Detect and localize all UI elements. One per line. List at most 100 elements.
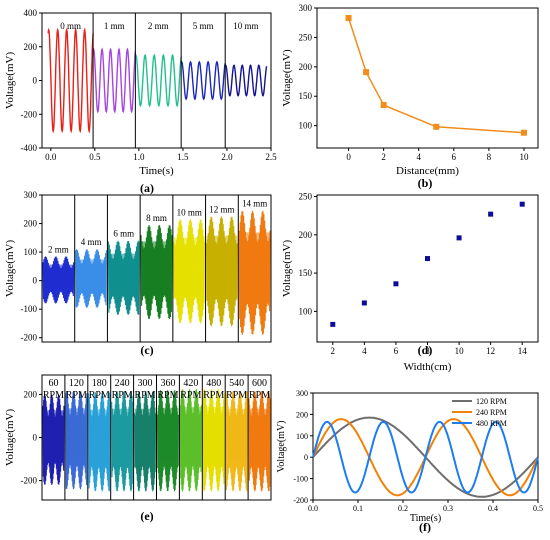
segment-label: 420 bbox=[183, 378, 198, 389]
y-tick-label: 100 bbox=[24, 247, 38, 257]
data-point bbox=[520, 129, 527, 136]
segment-label: 600 bbox=[252, 378, 267, 389]
segment-unit-label: RPM bbox=[89, 390, 110, 401]
series-line bbox=[312, 420, 539, 494]
x-axis-label: Distance(mm) bbox=[396, 165, 459, 177]
x-tick-label: 1.5 bbox=[177, 152, 189, 162]
segment-unit-label: RPM bbox=[203, 390, 224, 401]
segment-label: 240 bbox=[115, 378, 130, 389]
segment-unit-label: RPM bbox=[180, 390, 201, 401]
segment-label: 5 mm bbox=[193, 21, 214, 31]
x-tick-label: 2 bbox=[381, 152, 386, 162]
segment-unit-label: RPM bbox=[226, 390, 247, 401]
y-tick-label: 100 bbox=[296, 432, 308, 441]
burst-fill bbox=[134, 408, 156, 459]
y-axis-label: Voltage(mV) bbox=[4, 409, 16, 467]
y-tick-label: 200 bbox=[299, 62, 313, 72]
segment-unit-label: RPM bbox=[43, 390, 64, 401]
signal-trace bbox=[47, 27, 94, 134]
y-tick-label: 200 bbox=[299, 230, 313, 240]
y-tick-label: 0 bbox=[304, 453, 308, 462]
data-point bbox=[393, 281, 399, 287]
data-point bbox=[363, 69, 370, 76]
y-tick-label: 150 bbox=[299, 268, 313, 278]
panel-caption: (b) bbox=[418, 176, 433, 190]
x-tick-label: 6 bbox=[452, 152, 457, 162]
panel-caption: (e) bbox=[140, 509, 153, 523]
segment-label: 10 mm bbox=[177, 207, 202, 217]
y-tick-label: 0 bbox=[33, 276, 38, 286]
y-tick-label: -200 bbox=[21, 333, 38, 343]
x-tick-label: 2.5 bbox=[265, 152, 277, 162]
segment-label: 1 mm bbox=[104, 21, 125, 31]
y-axis-label: Voltage(mV) bbox=[4, 240, 16, 298]
segment-unit-label: RPM bbox=[134, 390, 155, 401]
panel-caption: (f) bbox=[419, 520, 431, 534]
panel-f: -200 -100 0 100 200 300 Voltage(mV) 0.0 0.1 0.2 0.… bbox=[276, 389, 543, 524]
y-tick-label: -400 bbox=[21, 143, 38, 153]
burst-fill bbox=[249, 408, 270, 459]
x-tick-label: 0.5 bbox=[533, 504, 543, 513]
panel-c: -200 -100 0 100 200 300 Voltage(mV) 2 mm 4 mm 6 m… bbox=[4, 190, 272, 343]
data-point bbox=[519, 201, 525, 207]
burst-fill bbox=[65, 408, 87, 458]
data-point bbox=[330, 321, 336, 327]
y-tick-label: 300 bbox=[299, 3, 313, 13]
data-point bbox=[345, 15, 352, 21]
data-point bbox=[488, 211, 494, 217]
x-tick-label: 0.4 bbox=[488, 504, 498, 513]
y-tick-label: 200 bbox=[24, 389, 38, 399]
x-axis-label: Time(s) bbox=[139, 165, 174, 177]
burst-fill bbox=[226, 408, 248, 459]
y-tick-label: 250 bbox=[299, 32, 313, 42]
signal-trace bbox=[92, 47, 137, 114]
burst-fill bbox=[157, 407, 179, 459]
segment-label: 8 mm bbox=[146, 213, 167, 223]
burst-fill bbox=[180, 406, 202, 459]
segment-label: 120 bbox=[69, 378, 84, 389]
burst-fill bbox=[239, 232, 270, 295]
segment-label: 12 mm bbox=[209, 204, 234, 214]
burst-fill bbox=[43, 264, 74, 289]
signal-trace bbox=[180, 60, 226, 101]
y-tick-label: 300 bbox=[24, 190, 38, 200]
series-line bbox=[347, 17, 525, 134]
x-tick-label: 4 bbox=[362, 346, 367, 356]
segment-unit-label: RPM bbox=[112, 390, 133, 401]
x-tick-label: 10 bbox=[455, 346, 465, 356]
segment-label: 10 mm bbox=[233, 21, 258, 31]
burst-fill bbox=[43, 410, 64, 456]
burst-fill bbox=[75, 259, 107, 289]
x-tick-label: 6 bbox=[394, 346, 399, 356]
y-tick-label: 200 bbox=[296, 410, 308, 419]
x-tick-label: 0.0 bbox=[308, 504, 318, 513]
legend-label: 480 RPM bbox=[476, 419, 507, 428]
x-tick-label: 2.0 bbox=[221, 152, 233, 162]
y-tick-label: 100 bbox=[299, 121, 313, 131]
legend-label: 240 RPM bbox=[476, 408, 507, 417]
segment-label: 2 mm bbox=[148, 21, 169, 31]
x-tick-label: 0.2 bbox=[398, 504, 408, 513]
x-axis-label: Time(s) bbox=[410, 513, 441, 524]
segment-label: 180 bbox=[92, 378, 107, 389]
y-axis-label: Voltage(mV) bbox=[276, 420, 287, 472]
data-point bbox=[456, 235, 462, 241]
panel-caption: (d) bbox=[418, 343, 433, 357]
y-tick-label: 200 bbox=[24, 42, 38, 52]
panel-caption: (c) bbox=[140, 343, 153, 357]
segment-label: 60 bbox=[48, 378, 58, 389]
panel-a: -400 -200 0 200 400 Voltage(mV) 0.0 0.5 1.0 1.5 2.… bbox=[4, 8, 277, 177]
y-axis-label: Voltage(mV) bbox=[281, 49, 293, 107]
segment-label: 480 bbox=[206, 378, 221, 389]
y-tick-label: 400 bbox=[24, 8, 38, 18]
data-point bbox=[433, 123, 440, 130]
burst-fill bbox=[141, 241, 172, 289]
segment-label: 300 bbox=[138, 378, 153, 389]
signal-trace bbox=[224, 64, 268, 97]
burst-fill bbox=[206, 235, 238, 291]
x-tick-label: 1.0 bbox=[133, 152, 145, 162]
y-tick-label: 250 bbox=[299, 192, 313, 202]
panel-b: 100 150 200 250 300 Voltage(mV) 0 2 4 6 8 10 Distanc… bbox=[281, 3, 539, 177]
segment-label: 540 bbox=[229, 378, 244, 389]
